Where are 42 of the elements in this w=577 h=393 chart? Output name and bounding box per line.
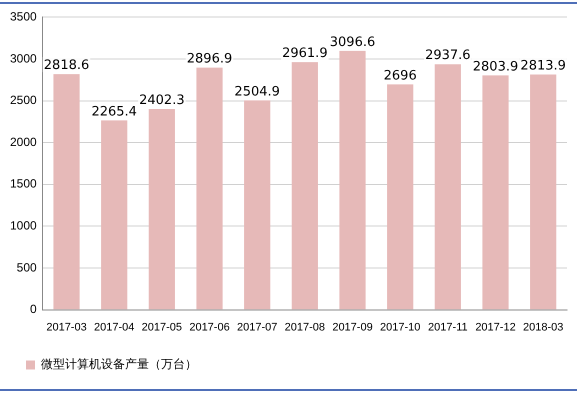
- x-tick-label: 2017-08: [284, 321, 326, 334]
- data-label: 2696: [384, 68, 417, 84]
- bar: [434, 64, 461, 310]
- data-label: 2896.9: [186, 51, 232, 66]
- bar: [53, 74, 80, 310]
- x-tick-label: 2017-04: [94, 321, 134, 334]
- y-tick-label: 1000: [10, 218, 38, 233]
- y-tick-label: 3500: [10, 10, 38, 24]
- y-tick-label: 500: [16, 260, 38, 274]
- data-label: 2402.3: [139, 92, 185, 108]
- x-tick-label: 2017-09: [332, 321, 373, 334]
- data-label: 2504.9: [234, 84, 280, 100]
- bar: [101, 120, 128, 310]
- data-label: 2803.9: [472, 59, 518, 74]
- data-label: 2265.4: [91, 104, 137, 120]
- x-tick-label: 2017-07: [236, 321, 278, 334]
- x-tick-label: 2017-05: [142, 321, 182, 334]
- bar: [292, 62, 318, 310]
- x-tick-label: 2017-12: [475, 321, 516, 334]
- bar: [387, 84, 414, 310]
- data-label: 3096.6: [330, 34, 376, 50]
- x-tick-label: 2017-06: [189, 321, 230, 334]
- data-label: 2818.6: [44, 58, 90, 74]
- y-tick-label: 3000: [10, 51, 38, 66]
- bar: [482, 75, 509, 310]
- y-tick-label: 0: [30, 302, 38, 316]
- bar: [244, 100, 270, 310]
- x-tick-label: 2018-03: [522, 321, 564, 334]
- y-tick-label: 2000: [10, 134, 38, 149]
- bar: [196, 68, 223, 310]
- x-tick-label: 2017-11: [428, 321, 468, 334]
- x-tick-label: 2017-10: [380, 321, 420, 334]
- data-label: 2937.6: [425, 48, 471, 64]
- bar: [339, 50, 366, 310]
- bar: [530, 74, 556, 310]
- y-tick-label: 1500: [10, 176, 38, 191]
- bar: [148, 108, 175, 310]
- data-label: 2961.9: [282, 46, 328, 62]
- x-tick-label: 2017-03: [46, 321, 87, 334]
- legend-label: 微型计算机设备产量（万台）: [41, 357, 197, 372]
- data-label: 2813.9: [520, 58, 566, 74]
- y-tick-label: 2500: [10, 93, 38, 108]
